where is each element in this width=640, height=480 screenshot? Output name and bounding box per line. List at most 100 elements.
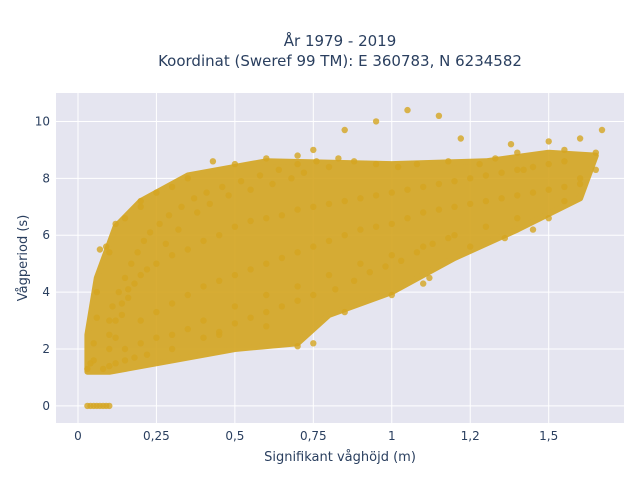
data-point	[561, 197, 568, 205]
data-point	[598, 126, 606, 134]
data-point	[350, 277, 358, 284]
data-point	[366, 269, 373, 276]
data-point	[121, 215, 129, 222]
data-point	[388, 252, 395, 259]
data-point	[200, 334, 207, 341]
data-point	[382, 263, 389, 270]
data-point	[325, 237, 333, 245]
data-point	[420, 243, 427, 250]
x-tick-label: 0	[74, 429, 82, 443]
data-point	[216, 277, 223, 284]
data-point	[219, 183, 226, 191]
data-point	[263, 308, 270, 316]
data-point	[357, 226, 364, 233]
data-point	[165, 212, 173, 219]
data-point	[134, 249, 141, 256]
data-point	[269, 180, 276, 188]
data-point	[131, 354, 138, 361]
data-point	[143, 266, 151, 273]
data-point	[482, 223, 490, 230]
data-point	[93, 314, 101, 321]
data-point	[451, 178, 458, 185]
data-point	[325, 271, 333, 279]
data-point	[190, 195, 198, 202]
data-point	[357, 195, 364, 202]
data-point	[310, 340, 317, 347]
data-point	[294, 249, 301, 256]
data-point	[482, 172, 490, 179]
data-point	[445, 234, 452, 242]
data-point	[420, 183, 427, 191]
data-point	[388, 189, 395, 196]
data-point	[115, 288, 123, 296]
data-point	[592, 149, 599, 156]
data-point	[137, 340, 144, 347]
data-point	[545, 138, 552, 145]
data-point	[357, 260, 364, 267]
data-point	[153, 308, 160, 316]
data-point	[140, 237, 148, 245]
data-point	[106, 362, 113, 370]
data-point	[247, 186, 254, 193]
y-tick-label: 8	[42, 171, 50, 185]
data-point	[206, 200, 213, 208]
data-point	[84, 365, 91, 373]
data-point	[372, 223, 380, 230]
data-point	[501, 234, 508, 242]
data-point	[153, 334, 160, 341]
data-point	[545, 186, 552, 193]
data-point	[520, 166, 527, 173]
data-point	[175, 226, 182, 233]
data-point	[156, 220, 163, 228]
data-point	[137, 203, 144, 210]
data-point	[168, 183, 176, 191]
x-tick-label: 1,2	[461, 429, 480, 443]
data-point	[294, 297, 301, 304]
data-point	[341, 126, 348, 134]
data-point	[467, 175, 474, 182]
data-point	[300, 169, 308, 176]
data-point	[118, 300, 126, 307]
data-point	[372, 192, 380, 199]
data-point	[216, 328, 223, 336]
data-point	[121, 345, 129, 353]
data-point	[106, 402, 113, 410]
data-point	[413, 160, 421, 168]
data-point	[467, 200, 474, 208]
x-tick-label: 0,75	[300, 429, 327, 443]
y-tick-label: 4	[42, 285, 50, 299]
data-point	[561, 158, 568, 165]
data-point	[278, 212, 286, 219]
data-point	[451, 203, 458, 210]
chart-title-line-2: Koordinat (Sweref 99 TM): E 360783, N 62…	[158, 52, 522, 70]
data-point	[103, 243, 110, 250]
data-point	[341, 232, 348, 239]
data-point	[435, 112, 443, 120]
data-point	[332, 286, 339, 293]
data-point	[106, 317, 113, 324]
data-point	[112, 334, 119, 341]
data-point	[341, 308, 348, 316]
data-point	[498, 169, 505, 176]
data-point	[121, 357, 129, 364]
data-point	[93, 288, 101, 296]
data-point	[561, 183, 568, 191]
data-point	[225, 192, 232, 199]
data-point	[310, 203, 317, 210]
data-point	[310, 243, 317, 250]
data-point	[247, 217, 254, 225]
data-point	[200, 237, 207, 245]
data-point	[168, 345, 176, 353]
data-point	[184, 291, 191, 299]
data-point	[576, 175, 584, 182]
x-tick-labels: 0 0,25 0,5 0,75 1 1,2 1,5	[74, 429, 558, 443]
x-tick-label: 0,5	[225, 429, 244, 443]
data-point	[109, 303, 116, 310]
data-point	[200, 317, 207, 324]
data-point	[168, 252, 176, 259]
data-point	[106, 345, 113, 353]
data-point	[413, 249, 421, 256]
data-point	[143, 351, 151, 358]
data-point	[263, 215, 270, 222]
data-point	[231, 160, 239, 168]
